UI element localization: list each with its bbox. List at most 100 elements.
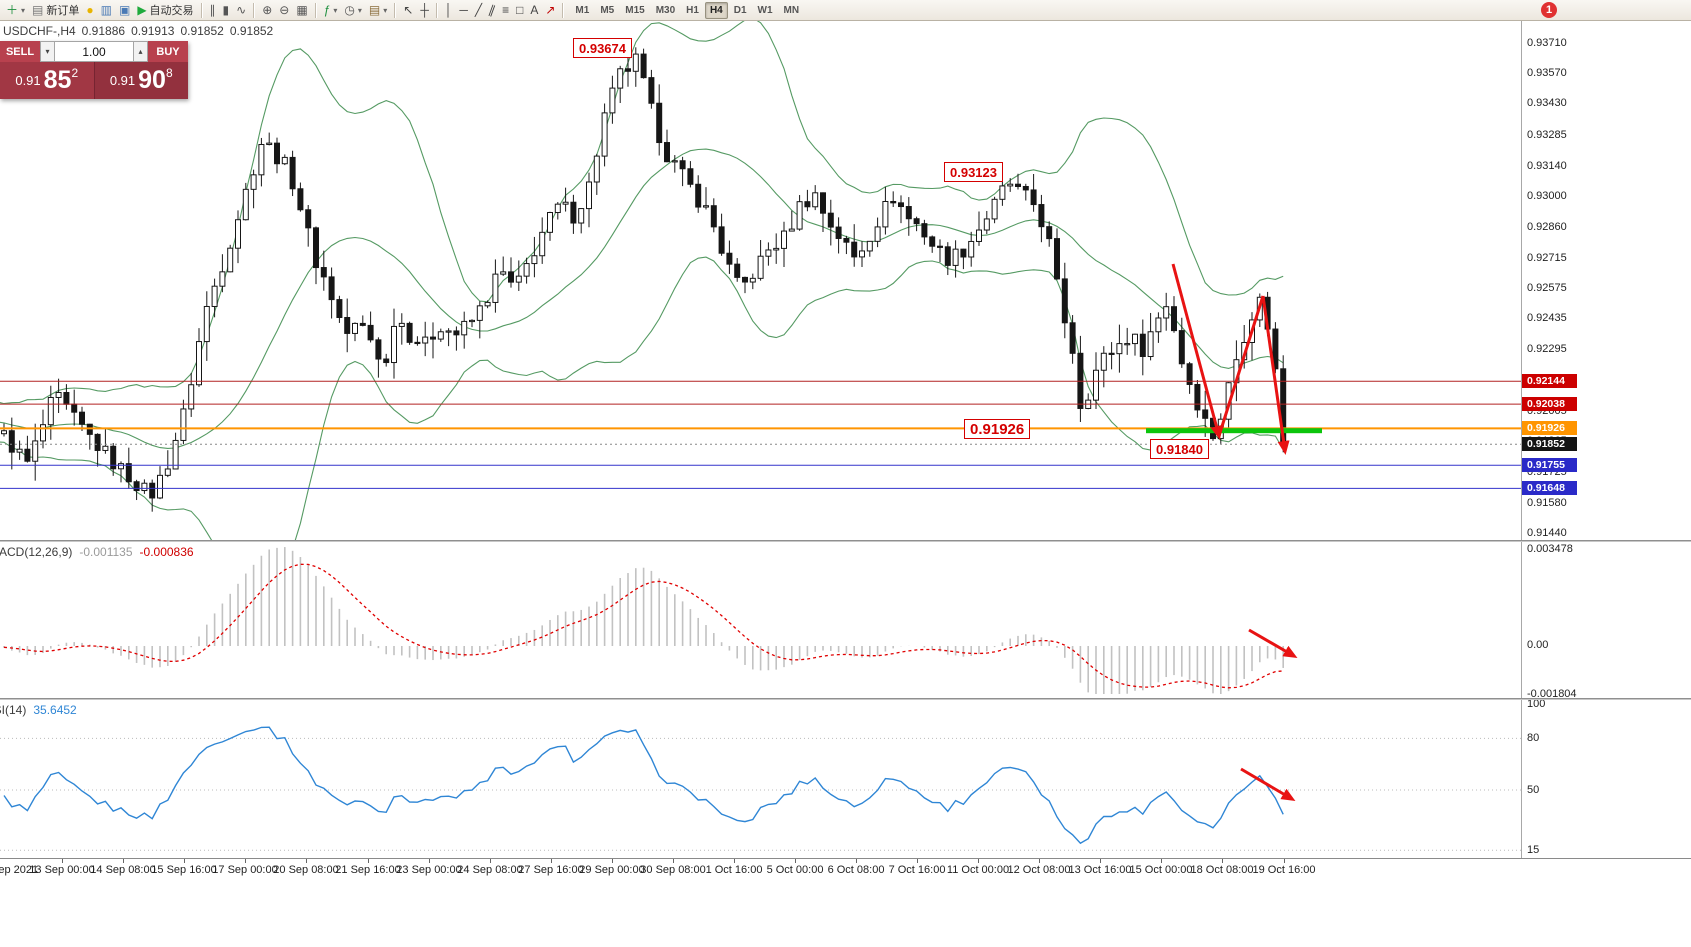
candle-body bbox=[812, 192, 819, 208]
candle-body bbox=[352, 322, 358, 334]
candle-body bbox=[625, 68, 631, 72]
indicators-button[interactable]: ƒ ▾ bbox=[321, 2, 341, 19]
price-callout[interactable]: 0.93123 bbox=[944, 162, 1003, 182]
time-axis-tick bbox=[184, 859, 185, 863]
candle-body bbox=[391, 325, 397, 364]
sell-price-prefix: 0.91 bbox=[15, 73, 41, 88]
shapes-icon: □ bbox=[516, 3, 524, 17]
zoom-out-button[interactable]: ⊖ bbox=[276, 2, 292, 19]
time-axis-label: 29 Sep 00:00 bbox=[579, 864, 645, 876]
timeframe-h1-button[interactable]: H1 bbox=[686, 4, 699, 16]
templates-button[interactable]: ▤ ▾ bbox=[366, 2, 390, 19]
candle-body bbox=[1046, 226, 1053, 240]
time-axis-tick bbox=[1222, 859, 1223, 863]
zoom-in-button[interactable]: ⊕ bbox=[259, 2, 275, 19]
candle-body bbox=[664, 142, 670, 163]
rsi-panel[interactable] bbox=[0, 700, 1521, 858]
candle-body bbox=[1233, 359, 1240, 384]
expert-advisors-button[interactable]: ● bbox=[83, 2, 96, 19]
horizontal-line-button[interactable]: ─ bbox=[456, 2, 471, 19]
candle-body bbox=[570, 201, 577, 224]
price-axis[interactable]: 0.93710 0.93570 0.93430 0.93285 0.93140 0.930… bbox=[1521, 21, 1691, 858]
candle-body bbox=[141, 482, 148, 492]
candle-body bbox=[1155, 317, 1162, 333]
periods-button[interactable]: ◷ ▾ bbox=[341, 2, 365, 19]
macd-axis-label: 0.003478 bbox=[1527, 543, 1573, 555]
candle-body bbox=[250, 174, 257, 190]
new-chart-button[interactable]: ＋ ▾ bbox=[3, 2, 28, 19]
navigator-button[interactable]: ▣ bbox=[116, 2, 133, 19]
candle-body bbox=[695, 183, 702, 208]
buy-label[interactable]: BUY bbox=[148, 41, 188, 62]
time-axis-tick bbox=[795, 859, 796, 863]
price-tag: 0.91648 bbox=[1522, 481, 1577, 496]
sell-price-button[interactable]: 0.91 85 2 bbox=[0, 62, 94, 99]
ohlc-close: 0.91852 bbox=[229, 24, 274, 38]
timeframe-m5-button[interactable]: M5 bbox=[600, 4, 615, 16]
panel-separator[interactable] bbox=[0, 698, 1691, 700]
candle-body bbox=[531, 255, 538, 265]
dropdown-caret-icon: ▾ bbox=[333, 5, 338, 15]
candle-body bbox=[874, 226, 881, 242]
volume-increase-button[interactable]: ▴ bbox=[133, 41, 148, 62]
price-callout[interactable]: 0.91840 bbox=[1150, 439, 1209, 459]
market-watch-button[interactable]: ▥ bbox=[98, 2, 115, 19]
rsi-axis-label: 50 bbox=[1527, 784, 1540, 796]
tile-windows-button[interactable]: ▦ bbox=[293, 2, 310, 19]
candle-body bbox=[773, 247, 780, 251]
new-order-button[interactable]: ▤ 新订单 bbox=[29, 2, 82, 19]
vertical-line-icon: │ bbox=[444, 3, 453, 17]
rsi-axis-label: 100 bbox=[1527, 698, 1546, 710]
timeframe-w1-button[interactable]: W1 bbox=[757, 4, 773, 16]
equidistant-channel-button[interactable]: ∥ bbox=[486, 2, 498, 19]
rsi-value: 35.6452 bbox=[33, 703, 77, 717]
price-chart[interactable] bbox=[0, 21, 1521, 540]
time-axis-label: 19 Oct 16:00 bbox=[1252, 864, 1316, 876]
bar-chart-button[interactable]: ∥ bbox=[207, 2, 219, 19]
candle-body bbox=[469, 319, 475, 323]
rsi-axis-label: 80 bbox=[1527, 732, 1540, 745]
line-chart-button[interactable]: ∿ bbox=[233, 2, 249, 19]
fibonacci-button[interactable]: ≡ bbox=[499, 2, 512, 19]
market-watch-icon: ▥ bbox=[100, 3, 112, 17]
crosshair-button[interactable]: ┼ bbox=[417, 2, 432, 19]
timeframe-d1-button[interactable]: D1 bbox=[733, 4, 747, 16]
vertical-line-button[interactable]: │ bbox=[442, 2, 456, 19]
support-zone-line[interactable] bbox=[1146, 428, 1322, 434]
volume-input[interactable] bbox=[55, 41, 133, 62]
sell-label[interactable]: SELL bbox=[0, 41, 40, 62]
candlestick-chart-button[interactable]: ▮ bbox=[220, 2, 233, 19]
candle-body bbox=[102, 445, 109, 451]
macd-panel[interactable] bbox=[0, 542, 1521, 698]
text-button[interactable]: A bbox=[527, 2, 541, 19]
notification-badge[interactable]: 1 bbox=[1541, 2, 1557, 18]
autotrading-button[interactable]: ▶ 自动交易 bbox=[134, 2, 196, 19]
time-axis-label: 24 Sep 08:00 bbox=[457, 864, 523, 876]
price-axis-label: 0.93000 bbox=[1527, 190, 1567, 203]
cursor-button[interactable]: ↖ bbox=[400, 2, 416, 19]
timeframe-mn-button[interactable]: MN bbox=[783, 4, 800, 16]
time-axis-label: 18 Oct 08:00 bbox=[1190, 864, 1254, 876]
arrows-tool-icon: ↗ bbox=[545, 3, 556, 17]
price-callout[interactable]: 0.91926 bbox=[964, 419, 1031, 439]
price-axis-label: 0.93570 bbox=[1527, 67, 1567, 80]
candle-body bbox=[1124, 343, 1131, 346]
toolbar-separator bbox=[314, 2, 317, 18]
time-axis-label: 17 Sep 00:00 bbox=[212, 864, 278, 876]
toolbar-separator bbox=[562, 2, 565, 18]
shapes-button[interactable]: □ bbox=[513, 2, 526, 19]
panel-separator[interactable] bbox=[0, 540, 1691, 542]
timeframe-m30-button[interactable]: M30 bbox=[655, 4, 676, 16]
price-callout[interactable]: 0.93674 bbox=[573, 38, 632, 58]
bollinger-middle-band bbox=[0, 148, 1284, 449]
timeframe-m1-button[interactable]: M1 bbox=[575, 4, 590, 16]
buy-price-button[interactable]: 0.91 90 8 bbox=[93, 62, 188, 99]
candle-body bbox=[671, 160, 678, 163]
volume-decrease-button[interactable]: ▾ bbox=[40, 41, 55, 62]
timeframe-h4-button[interactable]: H4 bbox=[704, 1, 728, 19]
trendline-button[interactable]: ╱ bbox=[472, 2, 485, 19]
timeframe-m15-button[interactable]: M15 bbox=[625, 4, 645, 16]
candle-body bbox=[632, 53, 639, 72]
arrows-tool-button[interactable]: ↗ bbox=[542, 2, 558, 19]
